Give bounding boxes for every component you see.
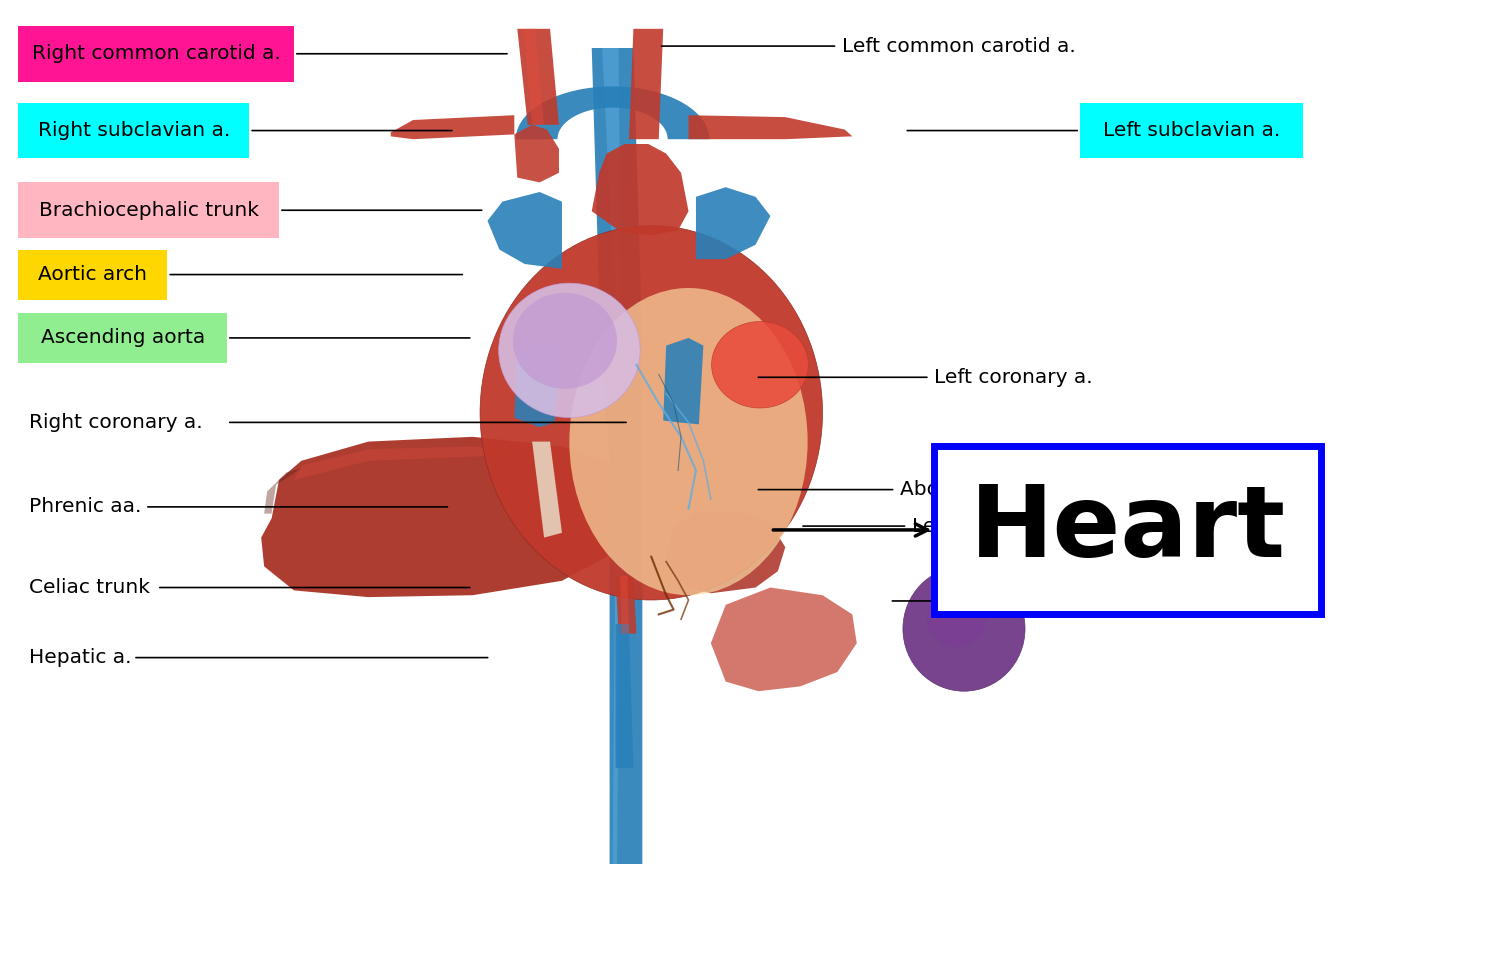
Polygon shape (264, 468, 302, 514)
Text: Right common carotid a.: Right common carotid a. (32, 44, 280, 63)
Polygon shape (524, 29, 544, 125)
Text: Abdominal aorta: Abdominal aorta (900, 480, 1068, 499)
Polygon shape (615, 576, 636, 634)
Polygon shape (615, 624, 633, 768)
Polygon shape (294, 446, 578, 480)
FancyBboxPatch shape (18, 250, 168, 300)
Text: Heart: Heart (970, 481, 1286, 579)
FancyBboxPatch shape (18, 313, 226, 363)
Polygon shape (666, 511, 786, 593)
Text: Left coronary a.: Left coronary a. (934, 368, 1094, 387)
Ellipse shape (480, 226, 822, 600)
Polygon shape (591, 144, 688, 235)
Polygon shape (711, 588, 856, 691)
Text: Celiac trunk: Celiac trunk (28, 578, 150, 597)
Text: Ascending aorta: Ascending aorta (40, 328, 206, 348)
Text: Brachiocephalic trunk: Brachiocephalic trunk (39, 201, 260, 220)
Polygon shape (261, 437, 633, 597)
Text: Aortic arch: Aortic arch (39, 265, 147, 284)
Ellipse shape (570, 288, 807, 595)
Polygon shape (696, 187, 771, 259)
Polygon shape (390, 115, 514, 139)
Polygon shape (688, 115, 852, 139)
Text: Left subclavian a.: Left subclavian a. (1102, 121, 1281, 140)
FancyBboxPatch shape (18, 26, 294, 82)
Ellipse shape (903, 566, 1024, 691)
Polygon shape (663, 338, 704, 424)
Ellipse shape (513, 293, 616, 389)
Polygon shape (620, 576, 628, 634)
Polygon shape (518, 29, 560, 125)
Polygon shape (514, 125, 560, 182)
Text: Splenic a.: Splenic a. (992, 591, 1089, 611)
Polygon shape (591, 48, 642, 864)
Polygon shape (516, 86, 710, 139)
Text: Right subclavian a.: Right subclavian a. (38, 121, 230, 140)
Polygon shape (488, 192, 562, 269)
FancyBboxPatch shape (18, 103, 249, 158)
FancyBboxPatch shape (18, 182, 279, 238)
Ellipse shape (498, 283, 640, 418)
Text: Right coronary a.: Right coronary a. (28, 413, 202, 432)
FancyBboxPatch shape (934, 446, 1322, 614)
Text: Hepatic a.: Hepatic a. (28, 648, 132, 667)
Ellipse shape (711, 322, 809, 408)
Text: Left common carotid a.: Left common carotid a. (842, 36, 1076, 56)
Polygon shape (514, 341, 562, 427)
Polygon shape (532, 442, 562, 538)
Text: Left gastric a.: Left gastric a. (912, 516, 1050, 536)
Ellipse shape (927, 585, 987, 647)
FancyBboxPatch shape (1080, 103, 1304, 158)
Text: Phrenic aa.: Phrenic aa. (28, 497, 141, 516)
Polygon shape (602, 48, 621, 864)
Polygon shape (628, 29, 663, 139)
